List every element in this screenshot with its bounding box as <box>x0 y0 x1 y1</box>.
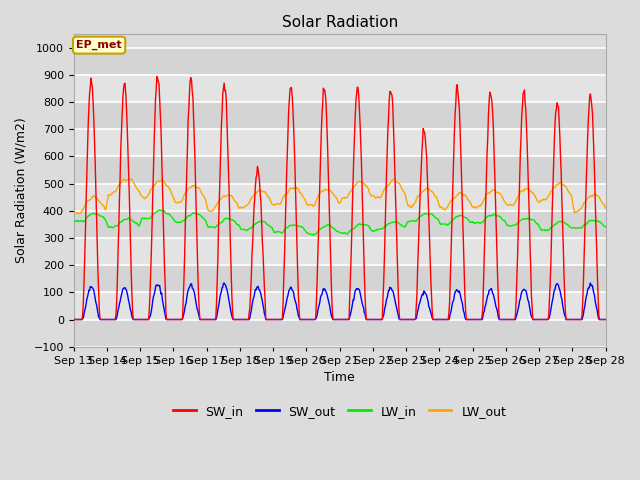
SW_in <box>425 212 433 218</box>
LW_in <box>132 220 140 226</box>
LW_in <box>257 219 265 225</box>
Bar <box>74 156 605 183</box>
Bar <box>74 48 605 75</box>
LW_out <box>602 205 609 211</box>
SW_in <box>70 317 77 323</box>
Bar <box>74 265 605 292</box>
SW_in <box>153 73 161 79</box>
Bar <box>74 75 605 102</box>
Line: LW_in: LW_in <box>74 210 605 235</box>
Bar <box>74 129 605 156</box>
SW_in <box>132 317 140 323</box>
Bar <box>74 292 605 320</box>
SW_in <box>257 199 265 205</box>
Line: SW_in: SW_in <box>74 76 605 320</box>
SW_out <box>276 317 284 323</box>
SW_out <box>424 298 432 304</box>
LW_in <box>426 212 433 217</box>
SW_out <box>602 317 609 323</box>
Bar <box>74 238 605 265</box>
LW_in <box>231 218 239 224</box>
Line: SW_out: SW_out <box>74 283 605 320</box>
LW_out <box>232 199 239 204</box>
SW_out <box>70 317 77 323</box>
SW_in <box>277 317 285 323</box>
SW_out <box>257 289 264 295</box>
Bar <box>74 320 605 347</box>
LW_in <box>602 224 609 230</box>
LW_in <box>277 230 285 236</box>
Line: LW_out: LW_out <box>74 179 605 214</box>
Bar <box>74 183 605 211</box>
Bar <box>74 102 605 129</box>
LW_out <box>75 211 83 216</box>
LW_in <box>156 207 163 213</box>
LW_out <box>125 176 132 182</box>
Y-axis label: Solar Radiation (W/m2): Solar Radiation (W/m2) <box>15 118 28 263</box>
SW_out <box>394 312 402 318</box>
LW_out <box>134 186 141 192</box>
SW_out <box>586 280 594 286</box>
LW_in <box>396 221 403 227</box>
LW_in <box>70 219 77 225</box>
Legend: SW_in, SW_out, LW_in, LW_out: SW_in, SW_out, LW_in, LW_out <box>168 400 511 423</box>
Bar <box>74 211 605 238</box>
LW_out <box>70 211 77 216</box>
LW_in <box>309 232 317 238</box>
Text: EP_met: EP_met <box>76 40 122 50</box>
LW_out <box>278 198 285 204</box>
SW_out <box>132 317 140 323</box>
SW_in <box>602 317 609 323</box>
LW_out <box>396 181 403 187</box>
Title: Solar Radiation: Solar Radiation <box>282 15 398 30</box>
LW_out <box>258 188 266 194</box>
SW_in <box>231 317 239 323</box>
SW_in <box>395 307 403 312</box>
SW_out <box>230 317 237 323</box>
LW_out <box>426 187 433 192</box>
X-axis label: Time: Time <box>324 372 355 384</box>
